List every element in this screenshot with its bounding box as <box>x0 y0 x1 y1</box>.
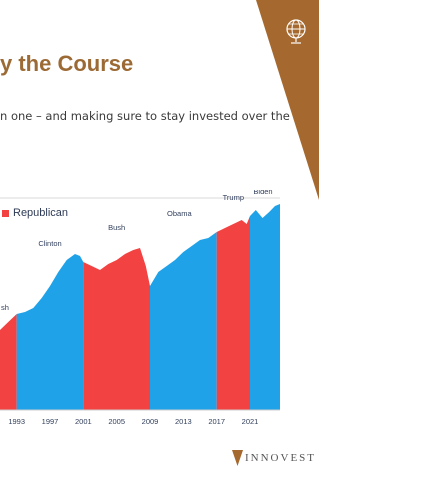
presidency-band-3 <box>150 204 217 410</box>
legend-swatch-republican <box>2 209 9 217</box>
president-label-2: Bush <box>108 223 125 232</box>
president-label-0: sh <box>1 303 9 312</box>
x-tick-label-5: 2013 <box>175 417 192 426</box>
president-label-1: Clinton <box>38 239 61 248</box>
market-chart: sh Clinton Bush Obama Trump Biden 1993 1997 2001… <box>0 190 280 426</box>
president-label-5: Biden <box>253 190 272 196</box>
x-tick-label-3: 2005 <box>108 417 125 426</box>
presidency-bands <box>0 204 280 410</box>
x-tick-label-2: 2001 <box>75 417 92 426</box>
logo-mark-icon <box>232 450 243 466</box>
x-tick-label-4: 2009 <box>142 417 159 426</box>
legend-label-republican: Republican <box>13 207 69 219</box>
presidency-band-1 <box>16 204 84 410</box>
chart-legend: Republican <box>2 207 68 219</box>
globe-icon <box>286 19 306 44</box>
presidency-band-5 <box>250 204 280 410</box>
president-label-3: Obama <box>167 209 192 218</box>
slide-subtitle: n one – and making sure to stay invested… <box>0 109 290 123</box>
x-tick-label-1: 1997 <box>42 417 59 426</box>
innovest-logo: INNOVEST <box>232 450 316 466</box>
presidency-band-4 <box>216 204 250 410</box>
president-label-4: Trump <box>223 193 244 202</box>
logo-text: INNOVEST <box>245 452 316 464</box>
slide-title: y the Course <box>0 51 134 76</box>
x-tick-label-0: 1993 <box>8 417 25 426</box>
x-tick-label-6: 2017 <box>208 417 225 426</box>
x-tick-label-7: 2021 <box>242 417 259 426</box>
